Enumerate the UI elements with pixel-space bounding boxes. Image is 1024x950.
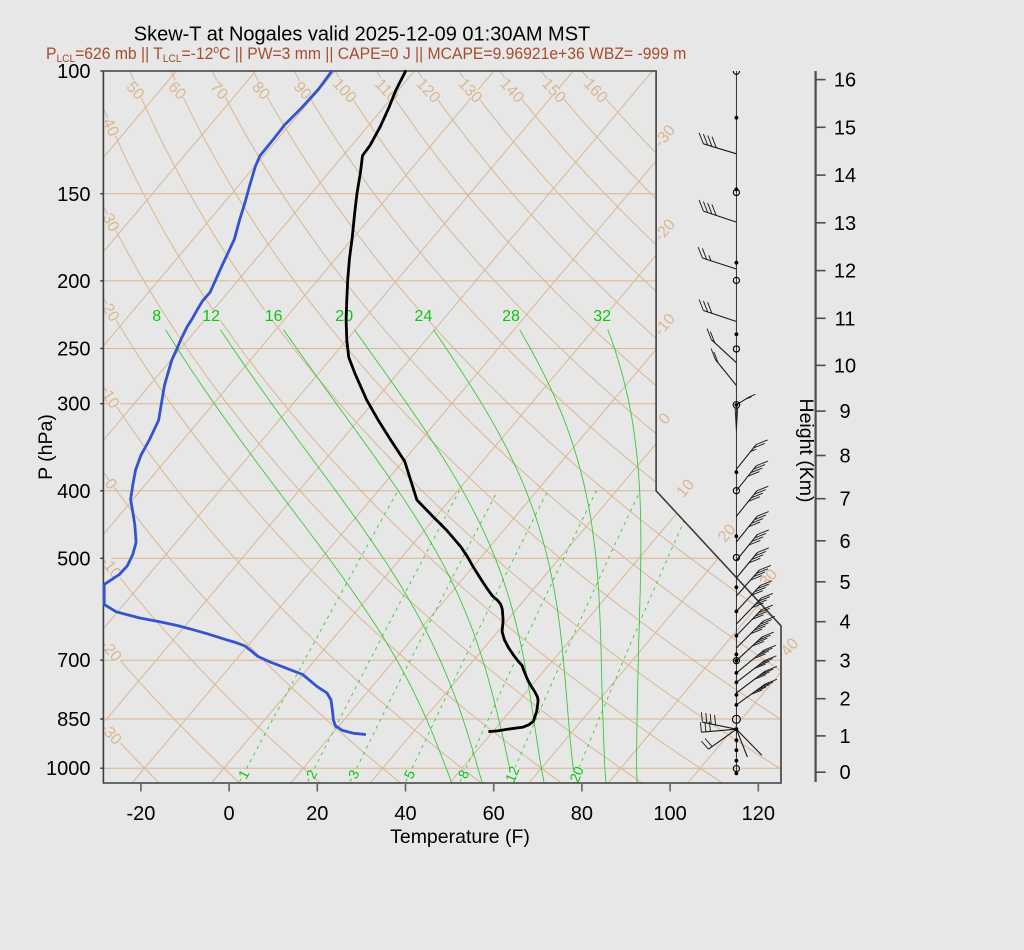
svg-text:10: 10 <box>834 355 856 377</box>
svg-text:1000: 1000 <box>46 758 91 780</box>
svg-text:8: 8 <box>839 446 850 468</box>
svg-text:32: 32 <box>593 308 611 325</box>
svg-text:Skew-T at Nogales valid 2025-1: Skew-T at Nogales valid 2025-12-09 01:30… <box>134 24 591 46</box>
svg-text:8: 8 <box>152 308 161 325</box>
svg-text:12: 12 <box>202 308 220 325</box>
svg-text:300: 300 <box>57 394 90 416</box>
svg-text:3: 3 <box>839 651 850 673</box>
svg-text:16: 16 <box>265 308 283 325</box>
svg-text:24: 24 <box>415 308 433 325</box>
svg-text:150: 150 <box>57 184 90 206</box>
svg-text:12: 12 <box>502 764 523 785</box>
svg-text:1: 1 <box>839 726 850 748</box>
svg-text:40: 40 <box>394 803 416 825</box>
svg-text:PLCL=626 mb || TLCL=-12oC || P: PLCL=626 mb || TLCL=-12oC || PW=3 mm || … <box>46 44 686 65</box>
svg-text:40: 40 <box>99 116 122 139</box>
svg-text:400: 400 <box>57 481 90 503</box>
svg-text:850: 850 <box>57 709 90 731</box>
svg-text:4: 4 <box>839 612 850 634</box>
svg-text:120: 120 <box>742 803 775 825</box>
svg-text:16: 16 <box>834 70 856 92</box>
svg-text:100: 100 <box>57 61 90 83</box>
svg-text:30: 30 <box>99 211 122 235</box>
svg-text:7: 7 <box>839 489 850 511</box>
svg-text:Temperature (F): Temperature (F) <box>390 826 530 848</box>
svg-text:9: 9 <box>839 401 850 423</box>
svg-text:20: 20 <box>99 301 123 325</box>
svg-text:12: 12 <box>834 261 856 283</box>
svg-text:80: 80 <box>571 803 593 825</box>
svg-text:0: 0 <box>839 762 850 784</box>
svg-text:13: 13 <box>834 213 856 235</box>
svg-text:500: 500 <box>57 548 90 570</box>
svg-text:20: 20 <box>566 764 587 785</box>
svg-text:100: 100 <box>653 803 686 825</box>
svg-text:60: 60 <box>483 803 505 825</box>
svg-text:200: 200 <box>57 271 90 293</box>
svg-text:14: 14 <box>834 165 856 187</box>
svg-text:28: 28 <box>502 308 520 325</box>
svg-text:700: 700 <box>57 650 90 672</box>
svg-text:20: 20 <box>306 803 328 825</box>
svg-text:15: 15 <box>834 117 856 139</box>
svg-text:Height (Km): Height (Km) <box>795 398 817 502</box>
svg-text:250: 250 <box>57 339 90 361</box>
svg-text:20: 20 <box>335 308 353 325</box>
svg-text:-20: -20 <box>126 803 155 825</box>
svg-text:5: 5 <box>839 572 850 594</box>
svg-text:P (hPa): P (hPa) <box>35 414 57 480</box>
svg-text:2: 2 <box>839 689 850 711</box>
svg-text:11: 11 <box>835 308 856 330</box>
svg-text:6: 6 <box>839 531 850 553</box>
svg-text:0: 0 <box>224 803 235 825</box>
